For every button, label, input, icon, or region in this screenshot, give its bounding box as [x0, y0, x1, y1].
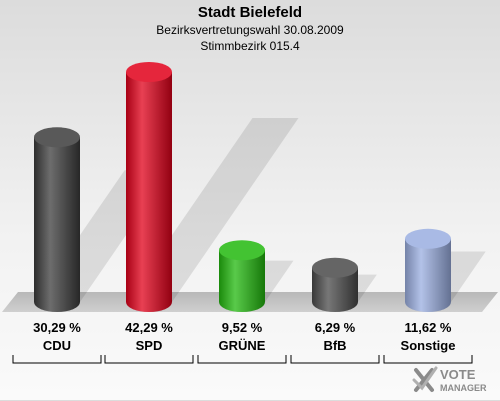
value-label-bfb: 6,29 %: [315, 320, 356, 335]
category-label-spd: SPD: [136, 338, 163, 353]
category-label-cdu: CDU: [43, 338, 71, 353]
bar-top-spd: [126, 62, 172, 82]
bar-sonstige: [405, 228, 451, 312]
category-bracket-bfb: [290, 355, 380, 364]
category-label-sonstige: Sonstige: [401, 338, 456, 353]
bar-top-cdu: [34, 127, 80, 148]
bar-top-sonstige: [405, 228, 451, 249]
logo-text-vote: VOTE: [440, 367, 476, 382]
bar-body-sonstige: [405, 238, 451, 312]
category-bracket-spd: [104, 355, 194, 364]
bar-body-grne: [219, 250, 265, 312]
chart-subtitle-election: Bezirksvertretungswahl 30.08.2009: [156, 23, 344, 37]
category-label-grne: GRÜNE: [219, 338, 266, 353]
bar-body-spd: [126, 72, 172, 312]
bar-spd: [126, 62, 172, 312]
logo-text-manager: MANAGER: [440, 383, 487, 393]
chart-subtitle-district: Stimmbezirk 015.4: [200, 39, 300, 53]
category-label-bfb: BfB: [323, 338, 346, 353]
vote-manager-logo: VOTE MANAGER: [412, 364, 494, 396]
checkmark-x-icon: [412, 366, 438, 392]
bar-body-bfb: [312, 267, 358, 312]
category-bracket-cdu: [12, 355, 102, 364]
bar-cdu: [34, 127, 80, 312]
bar-bfb: [312, 257, 358, 312]
value-label-grne: 9,52 %: [222, 320, 263, 335]
chart-title: Stadt Bielefeld: [197, 4, 303, 21]
chart-header: Stadt Bielefeld Bezirksvertretungswahl 3…: [0, 4, 500, 54]
bar-top-grne: [219, 240, 265, 261]
bar-top-bfb: [312, 257, 358, 278]
bar-body-cdu: [34, 137, 80, 312]
value-label-spd: 42,29 %: [125, 320, 173, 335]
category-bracket-sonstige: [383, 355, 473, 364]
value-label-sonstige: 11,62 %: [405, 320, 452, 335]
value-label-cdu: 30,29 %: [33, 320, 81, 335]
category-bracket-grne: [197, 355, 287, 364]
bar-grne: [219, 240, 265, 312]
